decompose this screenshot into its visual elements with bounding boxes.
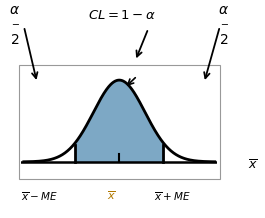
Text: $2$: $2$ [10,33,19,47]
Text: $\overline{x}$: $\overline{x}$ [107,190,116,203]
Text: $\overline{x}$: $\overline{x}$ [248,159,258,172]
Text: ─: ─ [12,20,17,30]
Text: $\overline{x} - ME$: $\overline{x} - ME$ [21,190,58,203]
Text: ─: ─ [221,20,227,30]
Text: $\alpha$: $\alpha$ [218,3,229,17]
Text: $CL = 1 - \alpha$: $CL = 1 - \alpha$ [88,9,156,22]
Text: $2$: $2$ [219,33,229,47]
Text: $\overline{x} + ME$: $\overline{x} + ME$ [154,190,191,203]
Text: $\alpha$: $\alpha$ [9,3,20,17]
